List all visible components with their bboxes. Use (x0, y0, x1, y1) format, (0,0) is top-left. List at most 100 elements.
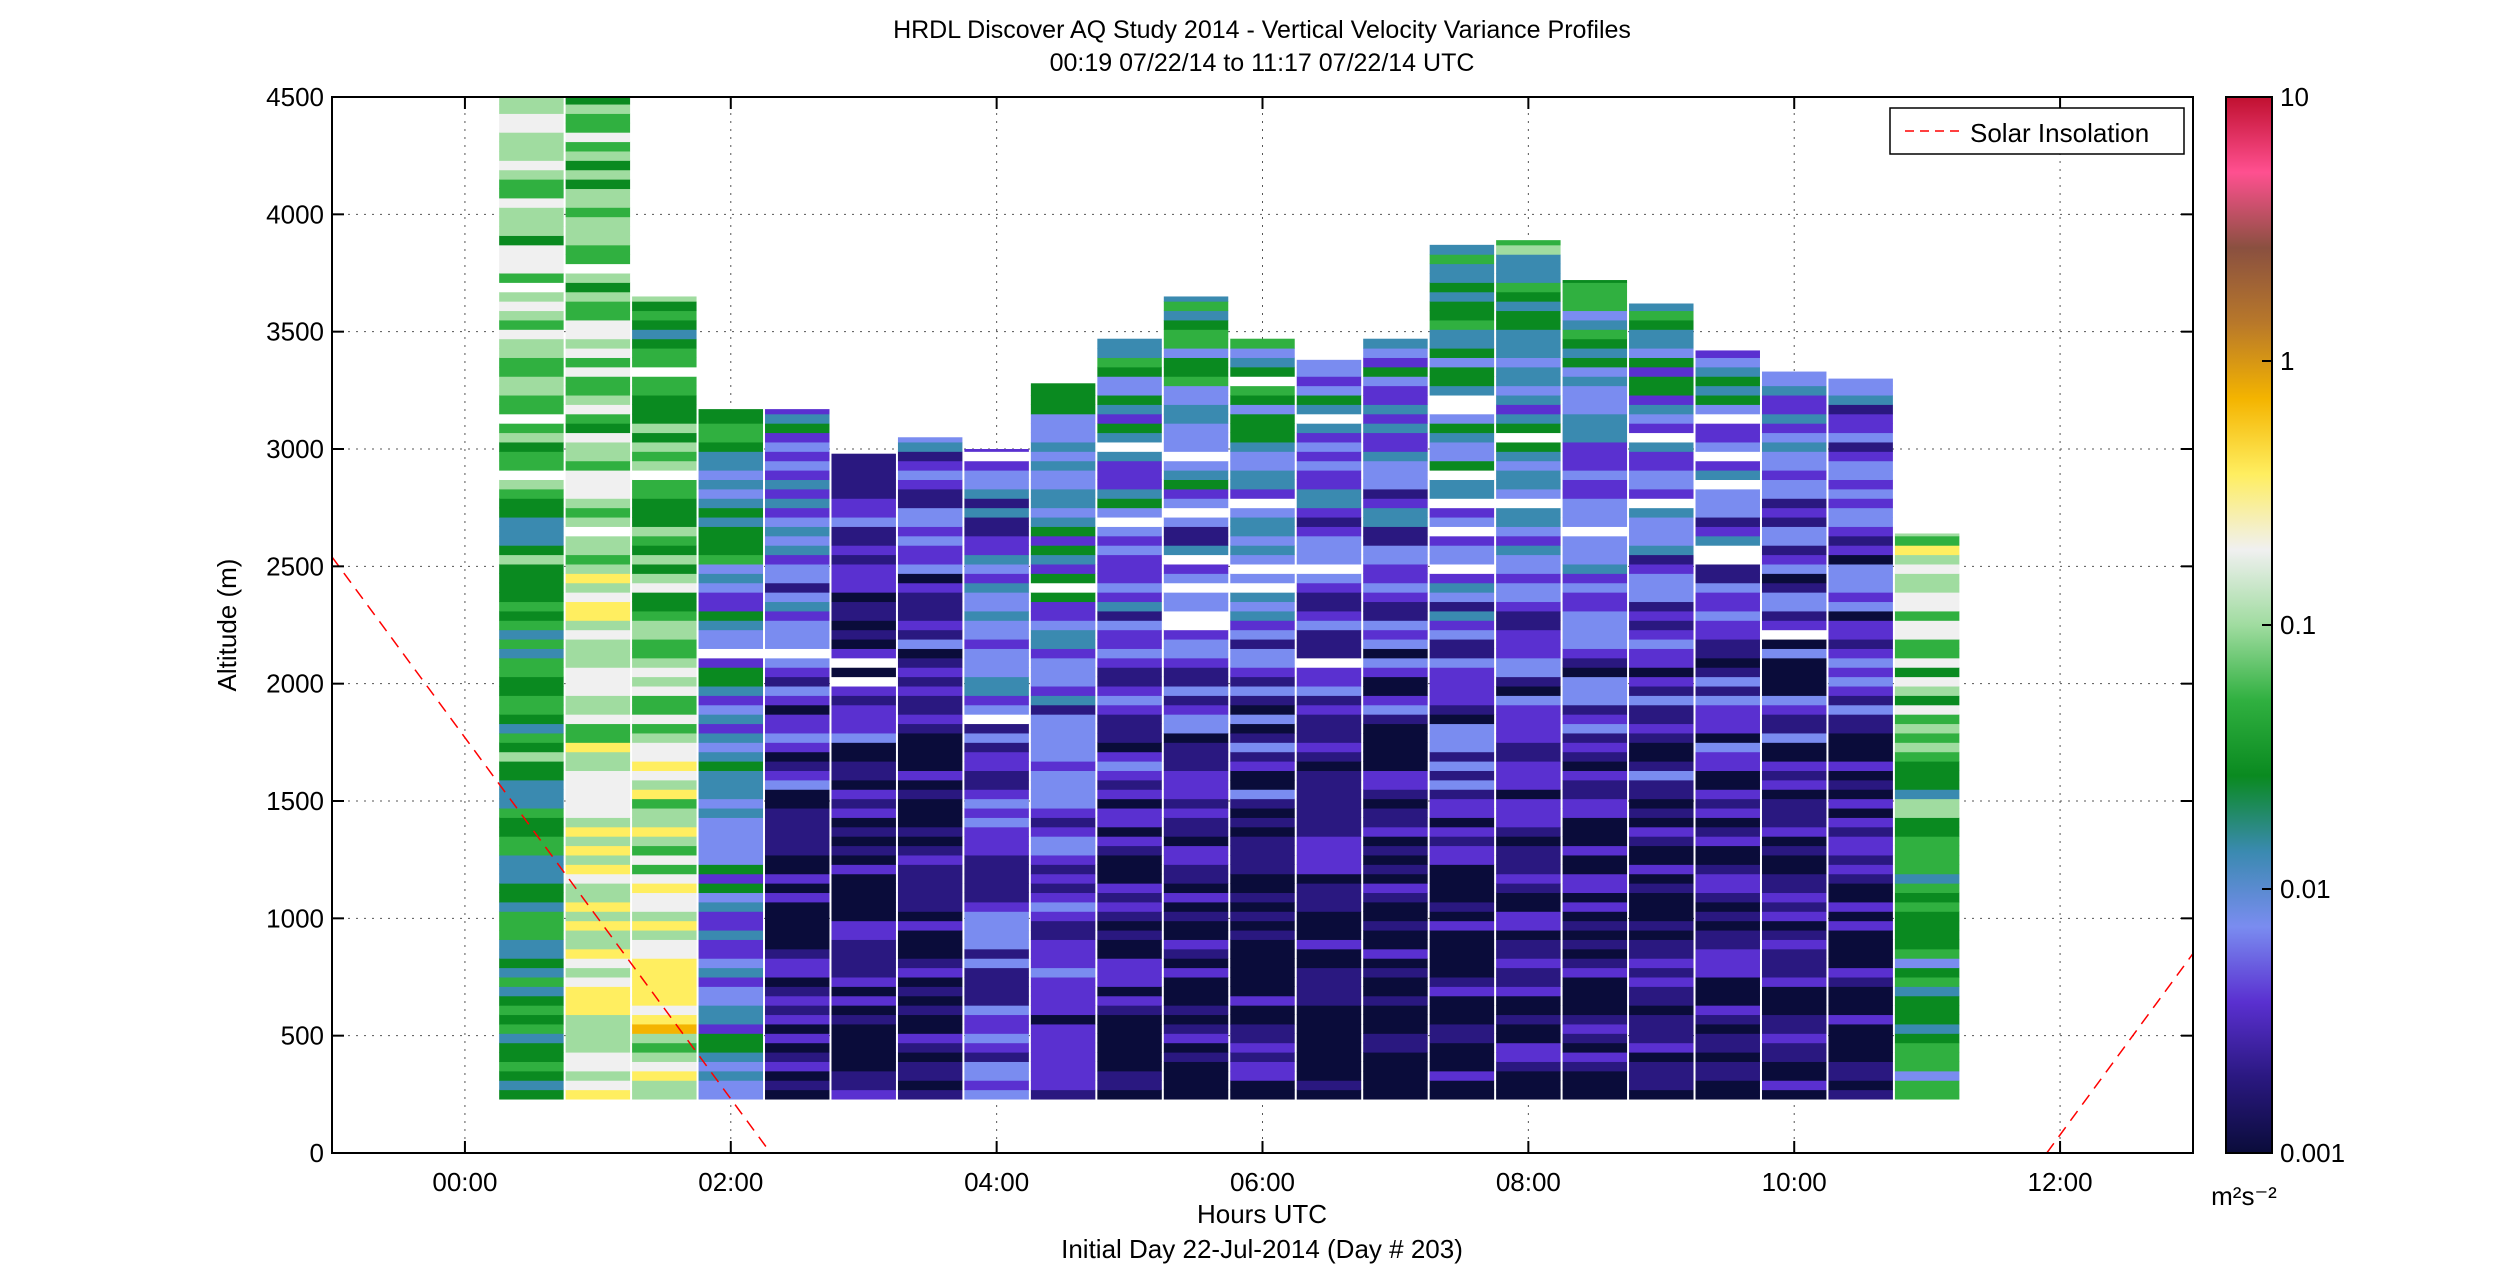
profile-bin (1828, 1052, 1893, 1062)
profile-bin (1296, 366, 1362, 377)
profile-bin (1363, 601, 1428, 612)
profile-bin (565, 563, 631, 574)
profile-bin (1562, 545, 1628, 556)
profile-bin (1363, 714, 1428, 725)
profile-bin (565, 1052, 631, 1062)
profile-bin (831, 854, 896, 865)
profile-bin (1828, 1005, 1893, 1016)
profile-bin (1429, 770, 1495, 781)
profile-bin (1695, 517, 1760, 527)
profile-bin (1629, 441, 1694, 452)
profile-columns (499, 97, 1960, 1100)
profile-bin (499, 892, 564, 903)
profile-bin (1296, 723, 1362, 734)
profile-bin (1496, 273, 1561, 283)
profile-bin (1030, 854, 1096, 865)
profile-bin (831, 845, 896, 856)
profile-bin (1761, 1033, 1827, 1044)
profile-bin (1695, 404, 1760, 415)
profile-bin (1030, 554, 1096, 565)
profile-bin (698, 507, 764, 518)
profile-bin (964, 817, 1029, 828)
profile-bin (565, 197, 631, 208)
profile-bin (964, 601, 1029, 612)
profile-bin (1230, 930, 1295, 940)
profile-bin (1695, 1023, 1760, 1034)
profile-bin (897, 761, 963, 771)
profile-bin (1496, 930, 1561, 940)
profile-bin (1629, 836, 1694, 847)
profile-bin (897, 742, 963, 753)
profile-bin (765, 1042, 830, 1053)
profile-bin (1496, 479, 1561, 490)
profile-bin (765, 639, 830, 649)
profile-bin (831, 779, 896, 790)
profile-bin (1230, 714, 1295, 725)
profile-bin (1629, 667, 1694, 678)
profile-bin (1496, 873, 1561, 884)
profile-bin (1828, 460, 1893, 471)
profile-bin (1097, 488, 1162, 499)
profile-bin (1894, 789, 1960, 800)
profile-bin (1629, 460, 1694, 471)
profile-bin (1562, 948, 1628, 959)
profile-bin (765, 498, 830, 509)
profile-bin (964, 967, 1029, 978)
profile-bin (1629, 423, 1694, 434)
profile-bin (1629, 986, 1694, 997)
profile-bin (632, 479, 697, 490)
profile-bin (1030, 404, 1096, 415)
profile-bin (1695, 1014, 1760, 1025)
profile-bin (632, 498, 697, 509)
profile-bin (1296, 639, 1362, 649)
profile-bin (1429, 751, 1495, 762)
profile-bin (831, 901, 896, 912)
profile-bin (499, 273, 564, 283)
profile-bin (1496, 826, 1561, 837)
profile-bin (1163, 319, 1229, 330)
profile-bin (1894, 657, 1960, 668)
profile-bin (499, 263, 564, 274)
profile-bin (1097, 1080, 1162, 1091)
profile-bin (897, 667, 963, 678)
profile-bin (1296, 967, 1362, 978)
profile-bin (831, 930, 896, 940)
profile-bin (1363, 695, 1428, 706)
profile-bin (1695, 1042, 1760, 1053)
profile-bin (1296, 770, 1362, 781)
profile-bin (1097, 958, 1162, 969)
profile-bin (698, 601, 764, 612)
profile-bin (499, 1052, 564, 1062)
profile-bin (1230, 967, 1295, 978)
profile-bin (1429, 1005, 1495, 1016)
profile-bin (1230, 479, 1295, 490)
profile-bin (499, 141, 564, 152)
profile-bin (897, 723, 963, 734)
profile-bin (964, 470, 1029, 481)
profile-bin (1828, 592, 1893, 603)
profile-bin (565, 751, 631, 762)
profile-bin (765, 563, 830, 574)
profile-bin (698, 826, 764, 837)
profile-bin (1894, 901, 1960, 912)
profile-bin (831, 892, 896, 903)
profile-bin (1828, 648, 1893, 659)
profile-bin (1761, 371, 1827, 377)
profile-bin (1496, 864, 1561, 875)
profile-bin (1097, 939, 1162, 950)
profile-bin (1761, 864, 1827, 875)
profile-bin (1163, 676, 1229, 687)
profile-bin (1296, 686, 1362, 696)
profile-bin (632, 488, 697, 499)
profile-bin (1296, 995, 1362, 1006)
profile-bin (831, 1042, 896, 1053)
profile-bin (1828, 629, 1893, 640)
profile-bin (1496, 629, 1561, 640)
profile-bin (565, 329, 631, 340)
profile-bin (1761, 413, 1827, 424)
profile-bin (499, 441, 564, 452)
profile-bin (1097, 451, 1162, 462)
profile-bin (1629, 798, 1694, 809)
profile-bin (1496, 423, 1561, 434)
profile-bin (831, 648, 896, 659)
